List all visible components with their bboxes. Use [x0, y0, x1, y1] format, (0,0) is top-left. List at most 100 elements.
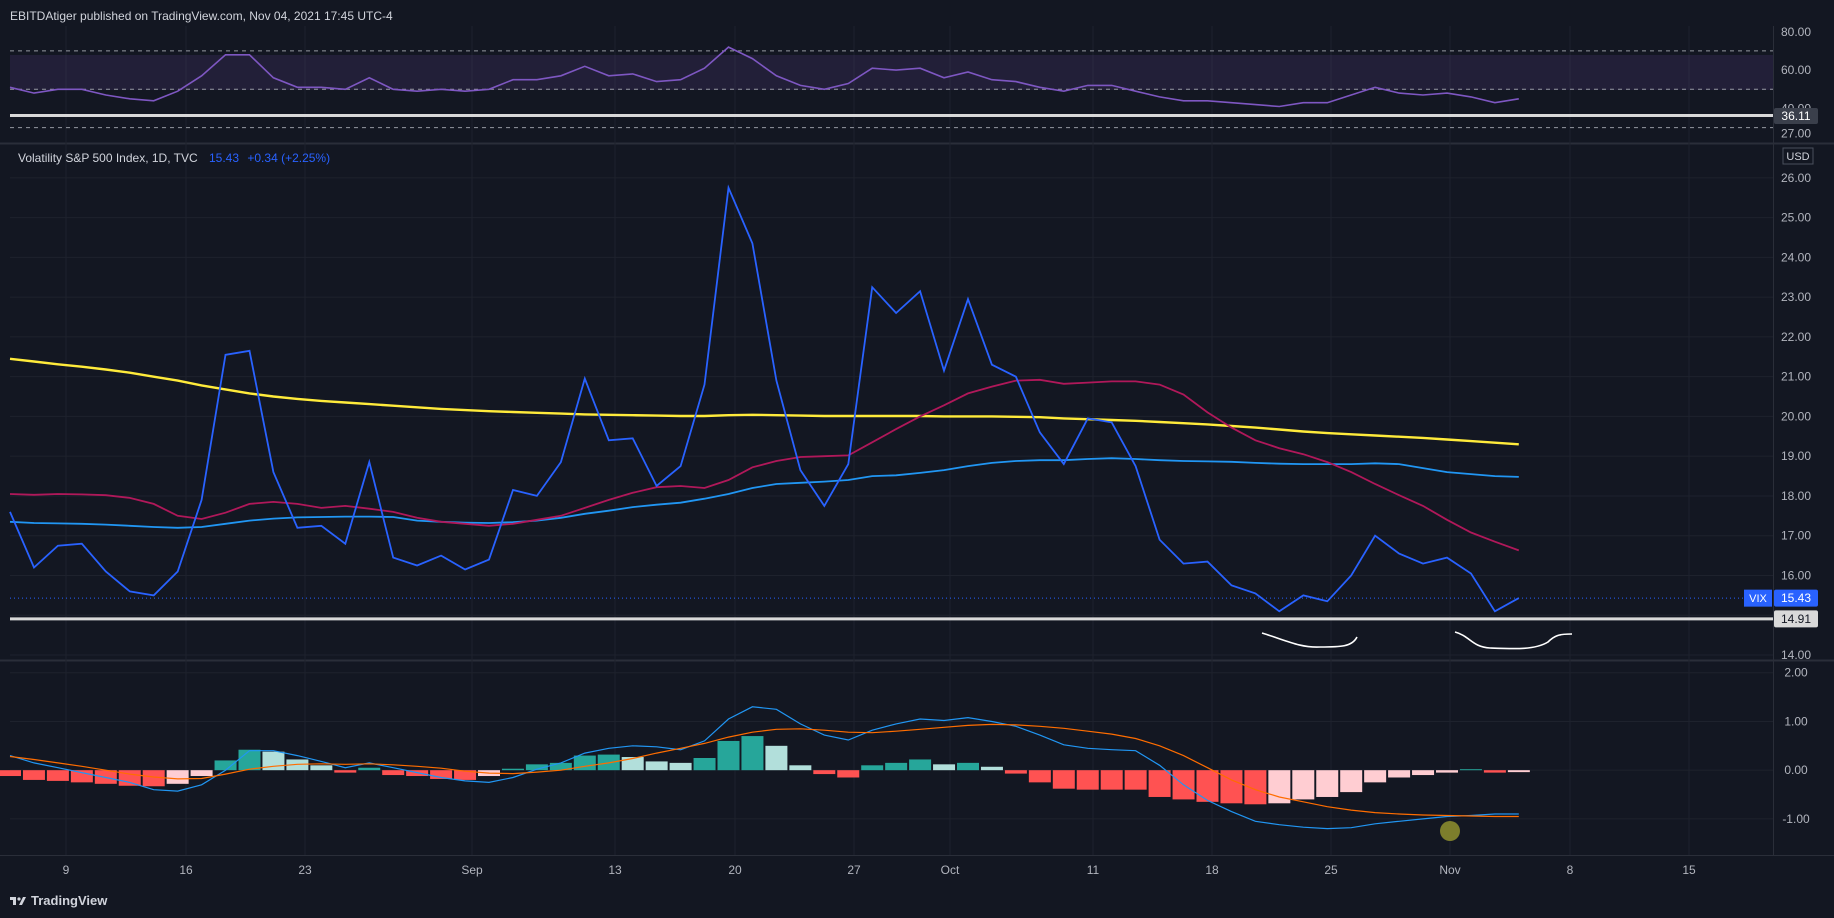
- price-tick-label: 19.00: [1781, 449, 1811, 463]
- time-tick-label: Oct: [941, 863, 960, 877]
- bracket-annotation-2[interactable]: [1454, 631, 1573, 650]
- ma-200-line: [9, 357, 1519, 446]
- macd-histogram-bar: [1196, 770, 1219, 802]
- macd-histogram-bar: [765, 745, 788, 771]
- macd-histogram-bar: [310, 765, 333, 771]
- macd-histogram-bar: [813, 770, 836, 775]
- macd-histogram-bar: [22, 770, 45, 780]
- rsi-level-lines: [10, 50, 1773, 129]
- macd-histogram-bar: [1483, 770, 1506, 773]
- macd-histogram-bar: [861, 765, 884, 771]
- time-tick-label: Nov: [1439, 863, 1460, 877]
- macd-histogram-bar: [525, 764, 548, 771]
- ma-50-line: [9, 378, 1520, 552]
- macd-histogram-bar: [1124, 770, 1147, 790]
- bracket-annotation-1[interactable]: [1261, 632, 1358, 648]
- macd-tick-label: 1.00: [1784, 714, 1808, 728]
- macd-histogram-bar: [1100, 770, 1123, 790]
- macd-histogram-bar: [1004, 770, 1027, 774]
- pane-separators: [0, 26, 1834, 856]
- macd-histogram-bar: [1292, 770, 1315, 800]
- macd-histogram-bar: [1459, 769, 1482, 771]
- macd-histogram-bar: [358, 767, 381, 771]
- price-tick-label: 17.00: [1781, 529, 1811, 543]
- price-tick-label: 18.00: [1781, 489, 1811, 503]
- macd-histogram-bar: [837, 770, 860, 778]
- macd-histogram-bar: [669, 762, 692, 771]
- macd-histogram-bar: [334, 770, 357, 773]
- vix-price-line: [9, 184, 1520, 613]
- macd-histogram-bar: [645, 761, 668, 771]
- time-tick-label: 25: [1324, 863, 1338, 877]
- macd-histogram-bar: [1316, 770, 1339, 797]
- tradingview-logo-icon: [10, 896, 26, 905]
- publish-header: EBITDAtiger published on TradingView.com…: [10, 9, 393, 23]
- signal-line: [9, 723, 1519, 818]
- macd-histogram-bar: [1244, 770, 1267, 805]
- price-tick-label: 16.00: [1781, 568, 1811, 582]
- vix-symbol-label: VIX: [1749, 593, 1767, 605]
- macd-histogram-bar: [238, 749, 261, 771]
- macd-histogram-bar: [717, 740, 740, 771]
- tradingview-brand: TradingView: [31, 893, 108, 908]
- time-axis[interactable]: 9 16 23 Sep 13 20 27 Oct 11 18 25 Nov 8 15: [63, 863, 1696, 877]
- macd-histogram-bar: [1507, 770, 1530, 773]
- vix-price-axis: 26.00 25.00 24.00 23.00 22.00 21.00 20.00 19.00…: [1781, 171, 1811, 662]
- time-tick-label: 13: [608, 863, 622, 877]
- rsi-tick-label: 27.00: [1781, 126, 1811, 140]
- legend-symbol[interactable]: Volatility S&P 500 Index, 1D, TVC 15.43 …: [18, 151, 330, 165]
- rsi-band: [10, 55, 1773, 90]
- macd-histogram-bar: [1220, 770, 1243, 804]
- rsi-price-label: 36.11: [1781, 109, 1810, 123]
- time-tick-label: 23: [298, 863, 312, 877]
- currency-label-box: [1782, 147, 1814, 165]
- vix-price-label: 15.43: [1781, 591, 1811, 605]
- macd-histogram-bar: [909, 759, 932, 771]
- macd-histogram-bar: [1388, 770, 1411, 778]
- rsi-tick-label: 60.00: [1781, 63, 1811, 77]
- macd-histogram-bar: [980, 766, 1003, 771]
- macd-histogram-bar: [789, 765, 812, 771]
- vix-pane[interactable]: 26.00 25.00 24.00 23.00 22.00 21.00 20.00 19.00…: [9, 147, 1818, 662]
- time-tick-label: 11: [1087, 863, 1100, 877]
- rsi-line: [9, 46, 1519, 108]
- macd-histogram-bar: [1076, 770, 1099, 790]
- macd-histogram-bar: [46, 770, 69, 781]
- tradingview-logo[interactable]: TradingView: [10, 893, 107, 908]
- macd-histogram-bar: [430, 770, 453, 779]
- rsi-price-tag: [1774, 108, 1818, 124]
- macd-axis: 2.00 1.00 0.00 -1.00: [1782, 666, 1810, 826]
- macd-histogram-bar: [142, 770, 165, 787]
- macd-line: [9, 706, 1519, 830]
- macd-tick-label: 2.00: [1784, 666, 1808, 680]
- legend-symbol-name: Volatility S&P 500 Index, 1D, TVC: [18, 151, 198, 165]
- grid-lines: [10, 26, 1773, 855]
- time-tick-label: 27: [847, 863, 861, 877]
- macd-tick-label: -1.00: [1782, 812, 1810, 826]
- price-tick-label: 22.00: [1781, 330, 1811, 344]
- price-tick-label: 25.00: [1781, 211, 1811, 225]
- time-tick-label: 8: [1567, 863, 1574, 877]
- legend-change: +0.34 (+2.25%): [247, 151, 330, 165]
- macd-histogram-bar: [1364, 770, 1387, 783]
- macd-pane[interactable]: 2.00 1.00 0.00 -1.00: [0, 666, 1810, 841]
- macd-histogram-bar: [1148, 770, 1171, 797]
- vix-price-tag: VIX 15.43: [1744, 589, 1818, 607]
- support-price-tag: 14.91: [1774, 610, 1818, 628]
- macd-histogram-bar: [1436, 770, 1458, 773]
- macd-histogram-bar: [190, 770, 213, 777]
- ma-100-line: [9, 457, 1519, 529]
- macd-histogram-bar: [501, 768, 524, 771]
- legend-last-price: 15.43: [209, 151, 239, 165]
- time-tick-label: 16: [179, 863, 193, 877]
- crosshair-marker[interactable]: [1440, 821, 1460, 841]
- macd-histogram-bar: [885, 762, 908, 771]
- support-price-label: 14.91: [1781, 612, 1811, 626]
- macd-histogram-bar: [549, 762, 572, 771]
- currency-label: USD: [1786, 151, 1809, 163]
- macd-histogram-bar: [621, 757, 644, 771]
- price-tick-label: 26.00: [1781, 171, 1811, 185]
